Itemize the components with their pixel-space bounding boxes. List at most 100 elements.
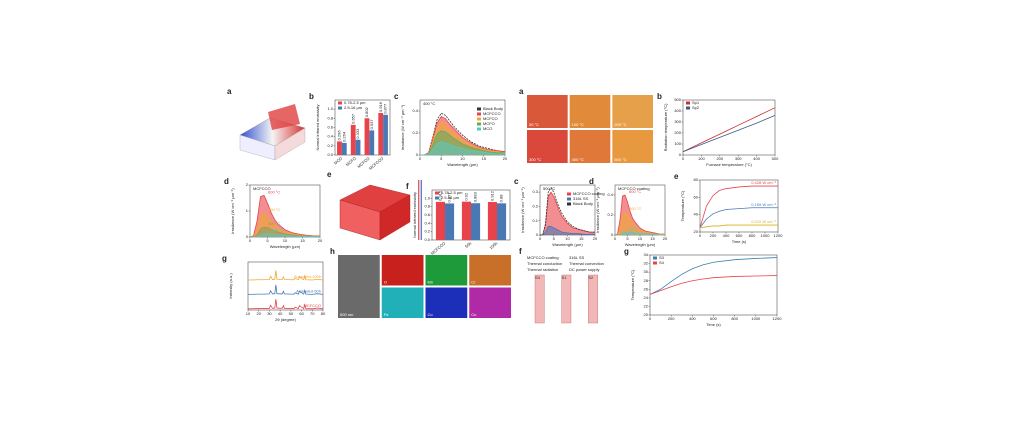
x-axis-label: Wavelength (μm) (447, 162, 478, 167)
diagram-note: MCFCCO coating (527, 255, 559, 260)
x-tick-label: 30 (267, 311, 272, 316)
bar-value-label: 0.92 (464, 192, 469, 201)
bar-value-label: 0.916 (378, 101, 383, 112)
x-tick-label: 20 (318, 238, 323, 243)
plot-frame (247, 261, 324, 311)
y-tick-label: 0.0 (424, 237, 430, 242)
tile-label: 200 °C (614, 122, 626, 127)
series-label: 600 °C (268, 189, 280, 194)
line (682, 115, 776, 153)
panel-letter: a (519, 87, 524, 96)
panel-letter: h (330, 247, 335, 256)
line (247, 299, 324, 310)
tile-label: 500 °C (614, 157, 626, 162)
panel-letter: d (589, 177, 594, 186)
x-tick-label: 200 (710, 233, 717, 238)
series-label: 0.010 W cm⁻² (751, 219, 776, 224)
line (649, 275, 778, 295)
bar (378, 113, 384, 155)
line (420, 130, 505, 156)
image-tile (425, 255, 468, 286)
x-tick-label: 10 (246, 311, 251, 316)
x-tick-label: 400 (689, 316, 696, 321)
x-tick-label: 1000 (751, 316, 761, 321)
panel-letter: c (394, 92, 399, 101)
tile-label: O (384, 280, 387, 285)
image-tile (527, 130, 568, 163)
x-tick-label: MCFCCO (430, 241, 447, 256)
y-tick-label: 0.0 (327, 152, 333, 157)
tile-label: Fe (384, 312, 389, 317)
legend-swatch (567, 197, 571, 201)
x-tick-label: 10 (283, 238, 288, 243)
x-tick-label: 0 (249, 238, 252, 243)
line (247, 284, 324, 295)
panel-letter: g (222, 254, 227, 263)
y-tick-label: 80 (694, 177, 699, 182)
legend-swatch (477, 107, 481, 111)
area (250, 233, 320, 237)
bar (461, 201, 471, 240)
image-tile (569, 95, 611, 128)
bar (355, 139, 361, 155)
y-axis-label: Normal infrared emissivity (412, 192, 417, 238)
tile-label: 100 °C (572, 122, 584, 127)
y-tick-label: 60 (694, 194, 699, 199)
tile-label: Mn (428, 280, 434, 285)
y-axis-label: Intensity (a.u.) (228, 273, 233, 299)
legend-label: MCFO (483, 121, 495, 126)
x-tick-label: 800 (749, 233, 756, 238)
legend-label: 0.78-2.5 μm (344, 100, 366, 105)
x-tick-label: 20 (593, 236, 598, 241)
x-axis-label: Wavelength (μm) (552, 242, 583, 247)
legend-label: MCFCO (483, 116, 498, 121)
y-axis-label: Irradiance (W cm⁻² μm⁻¹) (520, 187, 525, 233)
bar-value-label: 0.877 (447, 192, 452, 203)
x-tick-label: 600 (736, 233, 743, 238)
series-label: 400 °C (268, 221, 280, 226)
image-tile (612, 130, 653, 163)
legend-label: 2.5-16 μm (344, 105, 363, 110)
legend-label: Black Body (573, 201, 593, 206)
y-tick-label: 1.0 (327, 106, 333, 111)
x-tick-label: 0 (614, 236, 617, 241)
y-tick-label: 0.2 (412, 130, 418, 135)
x-tick-label: 10 (460, 156, 465, 161)
image-tile (338, 255, 380, 318)
y-axis-label: Temperature (°C) (630, 269, 635, 300)
bar-value-label: 0.296 (337, 130, 342, 141)
plot-frame (649, 254, 778, 316)
y-tick-label: 500 (674, 97, 681, 102)
legend-swatch (435, 196, 439, 200)
line (649, 257, 778, 295)
series-label: 300 °C (629, 226, 641, 231)
legend-label: MCFCCO coating (573, 191, 605, 196)
bar-value-label: 0.915 (438, 190, 443, 201)
legend-label: S4 (659, 260, 665, 265)
image-tile (381, 255, 424, 286)
image-tile (612, 95, 653, 128)
y-tick-label: 0.8 (424, 204, 430, 209)
tile-label: Cr (471, 280, 476, 285)
y-tick-label: 400 (674, 108, 681, 113)
line (540, 226, 595, 236)
x-tick-label: 0 (539, 236, 542, 241)
y-tick-label: 2 (246, 182, 249, 187)
plot-title: 400 °C (423, 101, 435, 106)
bar-value-label: 0.802 (364, 106, 369, 117)
y-tick-label: 30 (644, 269, 649, 274)
x-axis-label: Wavelength (μm) (625, 242, 656, 247)
line (249, 194, 321, 238)
line (420, 115, 506, 156)
x-axis-label: Furnace temperature (°C) (706, 162, 752, 167)
bar-value-label: 0.912 (490, 190, 495, 201)
bar (487, 202, 497, 240)
plate (534, 274, 545, 324)
bar (445, 203, 455, 240)
x-tick-label: 15 (579, 236, 584, 241)
series-label: 600 °C (629, 189, 641, 194)
x-tick-label: 100 (698, 156, 705, 161)
x-tick-label: 1200 (773, 316, 783, 321)
y-tick-label: 0.6 (424, 212, 430, 217)
y-tick-label: 0.2 (532, 203, 538, 208)
